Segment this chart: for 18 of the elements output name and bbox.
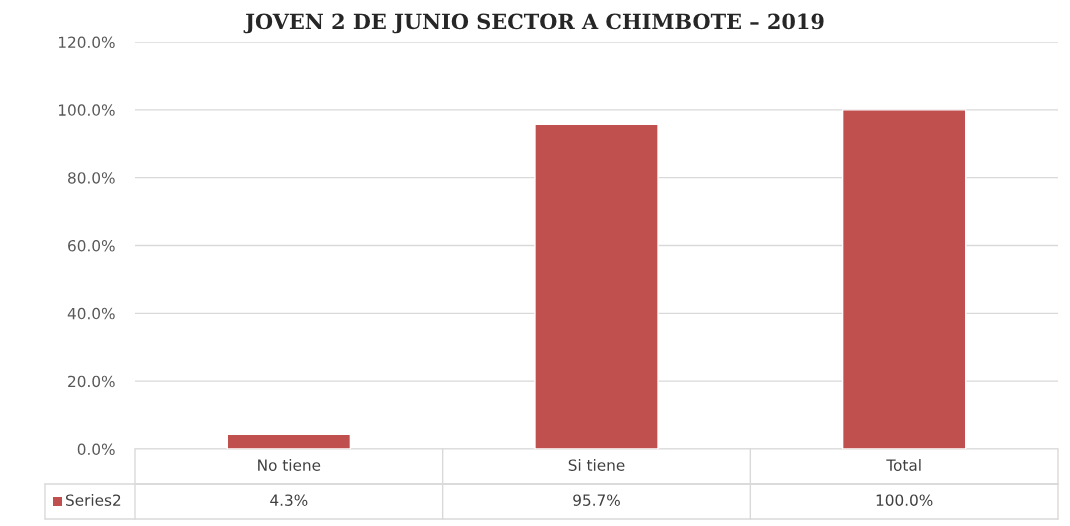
y-tick-label: 60.0% [68,239,115,252]
x-tick-label: Si tiene [568,459,625,471]
chart-title: JOVEN 2 DE JUNIO SECTOR A CHIMBOTE – 2019 [243,13,824,34]
bar [841,109,967,449]
bar [534,123,659,449]
data-label: 100.0% [876,494,933,506]
bar [226,433,352,449]
x-tick-label: Total [886,459,921,471]
y-tick-label: 120.0% [58,36,115,49]
y-tick-label: 40.0% [67,307,115,320]
y-tick-label: 20.0% [68,375,115,388]
legend-label: Series2 [66,494,121,506]
y-tick-label: 80.0% [68,172,115,184]
y-tick-label: 0.0% [77,443,115,456]
data-label: 4.3% [270,494,308,506]
data-label: 95.7% [573,494,620,506]
x-tick-label: No tiene [258,459,321,471]
y-tick-label: 100.0% [58,104,115,116]
